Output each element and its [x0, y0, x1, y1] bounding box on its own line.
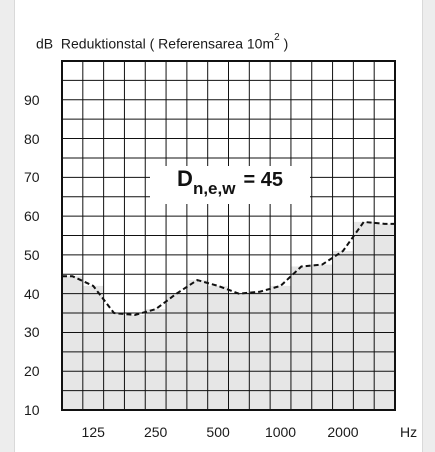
- x-unit-label: Hz: [400, 424, 418, 440]
- y-tick-label: 50: [24, 246, 40, 263]
- chart-title-end: ): [279, 35, 289, 52]
- y-unit-label: dB: [36, 35, 54, 52]
- y-tick-label: 80: [24, 130, 40, 147]
- chart-title: Reduktionstal ( Referensarea 10m: [60, 35, 275, 52]
- y-tick-label: 60: [24, 208, 40, 225]
- x-tick-label: 250: [143, 424, 168, 440]
- line-layer: [62, 220, 395, 317]
- x-tick-label: 1000: [264, 424, 297, 440]
- rating-symbol: D: [177, 166, 193, 191]
- rating-subscript: n,e,w: [192, 179, 236, 198]
- x-tick-label: 125: [81, 424, 105, 440]
- y-tick-label: 20: [24, 363, 40, 380]
- plot-border: [61, 60, 396, 411]
- chart-title-superscript: 2: [274, 32, 280, 43]
- y-tick-label: 90: [24, 91, 40, 108]
- chart-header: dB Reduktionstal ( Referensarea 10m2 ): [36, 33, 289, 52]
- y-tick-label: 10: [24, 402, 40, 418]
- y-tick-label: 70: [24, 169, 40, 186]
- rating-value: = 45: [243, 169, 283, 191]
- grid-layer: [61, 60, 396, 411]
- x-tick-label: 500: [206, 424, 230, 440]
- x-tick-label: 2000: [327, 424, 359, 440]
- series-line: [62, 220, 395, 317]
- y-tick-label: 30: [24, 324, 40, 341]
- y-tick-label: 40: [24, 285, 40, 302]
